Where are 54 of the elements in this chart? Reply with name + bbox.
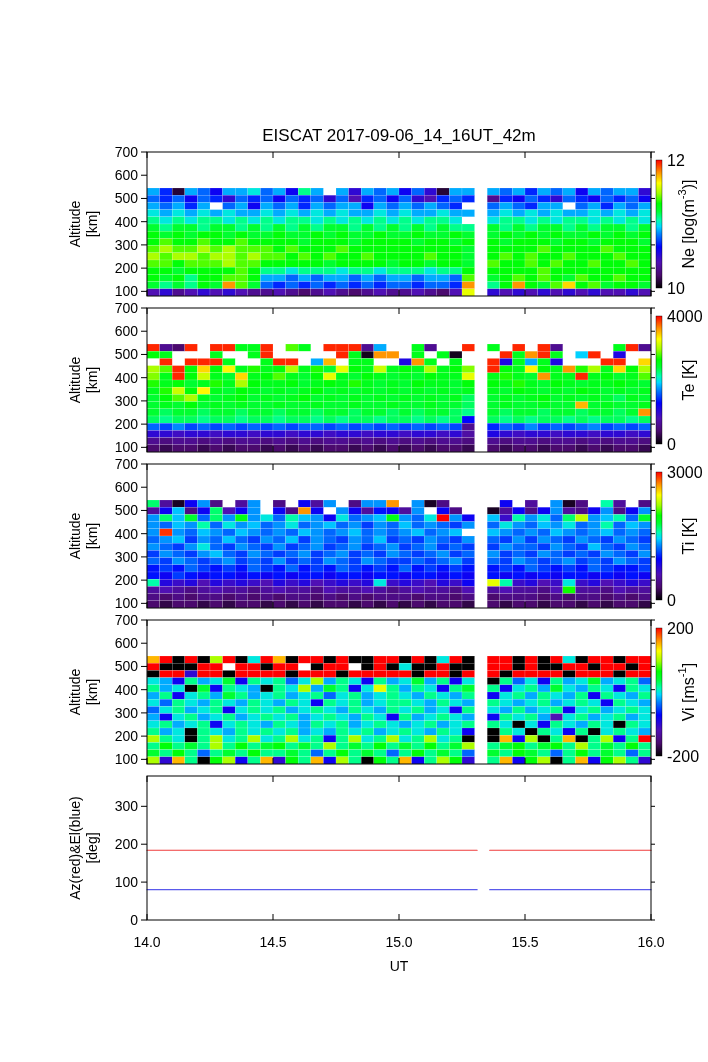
y-axis-title: Altitude [km] <box>66 512 100 560</box>
y-tick-label: 200 <box>114 836 139 853</box>
y-tick-label: 500 <box>114 502 139 519</box>
y-tick-label: 500 <box>114 658 139 675</box>
y-tick-label: 600 <box>114 635 139 652</box>
color-bar-label: 0 <box>667 591 676 609</box>
y-tick-label: 700 <box>114 300 139 316</box>
y-tick-label: 100 <box>114 439 139 456</box>
chart-title: EISCAT 2017-09-06_14_16UT_42m <box>262 125 536 145</box>
y-tick-label: 600 <box>114 323 139 340</box>
y-tick-label: 400 <box>114 213 139 230</box>
y-tick-label: 100 <box>114 595 139 612</box>
x-tick-label: 16.0 <box>637 934 665 950</box>
y-tick-label: 500 <box>114 346 139 363</box>
y-tick-label: 200 <box>114 572 139 589</box>
y-tick-label: 300 <box>114 548 139 565</box>
y-tick-label: 500 <box>114 190 139 207</box>
color-bar-title: Te [K] <box>679 359 697 401</box>
y-tick-label: 300 <box>114 798 139 815</box>
y-tick-label: 400 <box>114 525 139 542</box>
x-tick-label: 14.5 <box>259 934 287 950</box>
color-bar-label: 12 <box>667 151 685 169</box>
color-bar-label: 0 <box>667 435 676 453</box>
y-tick-label: 200 <box>114 728 139 745</box>
x-tick-label: 14.0 <box>133 934 161 950</box>
y-tick-label: 700 <box>114 456 139 472</box>
color-bar-label: 3000 <box>667 463 703 481</box>
y-tick-label: 700 <box>114 612 139 628</box>
y-tick-label: 300 <box>114 704 139 721</box>
x-tick-label: 15.5 <box>511 934 539 950</box>
y-axis-title: Altitude [km] <box>66 668 100 716</box>
x-tick-label: 15.0 <box>385 934 413 950</box>
y-tick-label: 300 <box>114 236 139 253</box>
y-tick-label: 400 <box>114 681 139 698</box>
y-tick-label: 200 <box>114 416 139 433</box>
y-tick-label: 100 <box>114 751 139 768</box>
color-bar-label: 200 <box>667 619 694 637</box>
y-tick-label: 600 <box>114 167 139 184</box>
y-axis-title: Altitude [km] <box>66 356 100 404</box>
y-tick-label: 100 <box>114 874 139 891</box>
color-bar-label: -200 <box>667 747 700 765</box>
y-tick-label: 300 <box>114 392 139 409</box>
y-tick-label: 600 <box>114 479 139 496</box>
color-bar-label: 4000 <box>667 307 703 325</box>
y-tick-label: 700 <box>114 144 139 160</box>
y-tick-label: 200 <box>114 260 139 277</box>
y-tick-label: 0 <box>130 912 139 928</box>
y-tick-label: 100 <box>114 283 139 300</box>
color-bar-title: Ti [K] <box>679 517 697 555</box>
x-axis-title: UT <box>389 958 409 974</box>
y-axis-title: Az(red)&El(blue) [deg] <box>66 796 100 900</box>
y-tick-label: 400 <box>114 369 139 386</box>
color-bar-label: 10 <box>667 279 685 297</box>
y-axis-title: Altitude [km] <box>66 200 100 248</box>
